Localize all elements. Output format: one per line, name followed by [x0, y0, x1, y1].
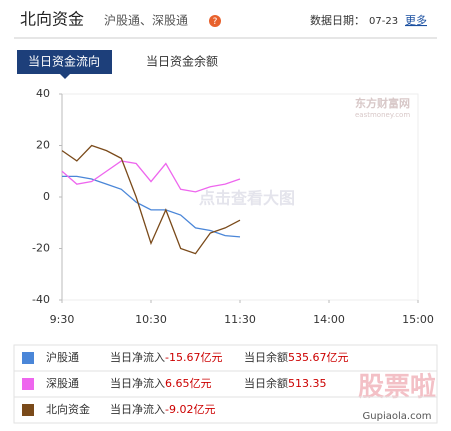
legend-label: 深股通 — [46, 377, 79, 390]
y-tick-label: -40 — [32, 293, 50, 306]
watermark: 东方财富网 — [355, 96, 410, 110]
series-line — [62, 175, 241, 238]
flow-text: 当日净流入-9.02亿元 — [110, 402, 215, 416]
help-icon-glyph: ? — [213, 17, 218, 27]
legend-label: 沪股通 — [46, 350, 79, 364]
flow-flow: 6.65 — [165, 377, 190, 390]
x-tick-label: 11:30 — [224, 313, 256, 326]
flow-flow: -15.67 — [165, 351, 200, 364]
legend-swatch — [22, 404, 34, 416]
balance-balance_unit: 亿元 — [327, 351, 349, 364]
balance-text: 当日余额535.67亿元 — [244, 350, 349, 364]
title: 北向资金 — [20, 10, 84, 29]
flow-flow_label: 当日净流入 — [110, 350, 165, 364]
balance-balance: 535.67 — [288, 351, 327, 364]
help-icon[interactable] — [209, 15, 221, 27]
y-tick-label: 20 — [36, 139, 50, 152]
tab-pointer — [60, 74, 70, 79]
legend-label: 北向资金 — [46, 402, 90, 416]
subtitle: 沪股通、深股通 — [104, 14, 188, 28]
x-tick-label: 9:30 — [50, 313, 75, 326]
flow-flow_label: 当日净流入 — [110, 376, 165, 390]
date-label: 数据日期： — [310, 13, 365, 27]
legend-swatch — [22, 352, 34, 364]
balance-balance_label: 当日余额 — [244, 376, 288, 390]
legend-swatch — [22, 378, 34, 390]
flow-flow_unit: 亿元 — [193, 403, 215, 416]
date: 07-23 — [369, 16, 398, 27]
x-tick-label: 10:30 — [135, 313, 167, 326]
x-tick-label: 14:00 — [313, 313, 345, 326]
y-tick-label: 40 — [36, 87, 50, 100]
watermark: 点击查看大图 — [199, 189, 295, 208]
flow-text: 当日净流入-15.67亿元 — [110, 350, 222, 364]
flow-text: 当日净流入6.65亿元 — [110, 376, 212, 390]
series-line — [61, 160, 241, 193]
flow-flow: -9.02 — [165, 403, 193, 416]
y-tick-label: 0 — [43, 190, 50, 203]
balance-text: 当日余额513.35 — [244, 376, 327, 390]
flow-flow_unit: 亿元 — [200, 351, 222, 364]
table-row — [13, 396, 438, 424]
flow-flow_unit: 亿元 — [190, 377, 212, 390]
x-tick-label: 15:00 — [402, 313, 434, 326]
tab-active[interactable] — [17, 50, 112, 74]
tab-label: 当日资金流向 — [28, 54, 100, 69]
watermark: Gupiaola.com — [363, 411, 432, 422]
more-link[interactable]: 更多 — [405, 13, 427, 27]
y-tick-label: -20 — [32, 242, 50, 255]
watermark: 股票啦 — [358, 372, 436, 403]
series-line — [61, 144, 241, 255]
balance-balance: 513.35 — [288, 377, 327, 390]
watermark: eastmoney.com — [355, 111, 410, 119]
tab-label[interactable]: 当日资金余额 — [146, 54, 218, 69]
balance-balance_label: 当日余额 — [244, 350, 288, 364]
flow-flow_label: 当日净流入 — [110, 402, 165, 416]
